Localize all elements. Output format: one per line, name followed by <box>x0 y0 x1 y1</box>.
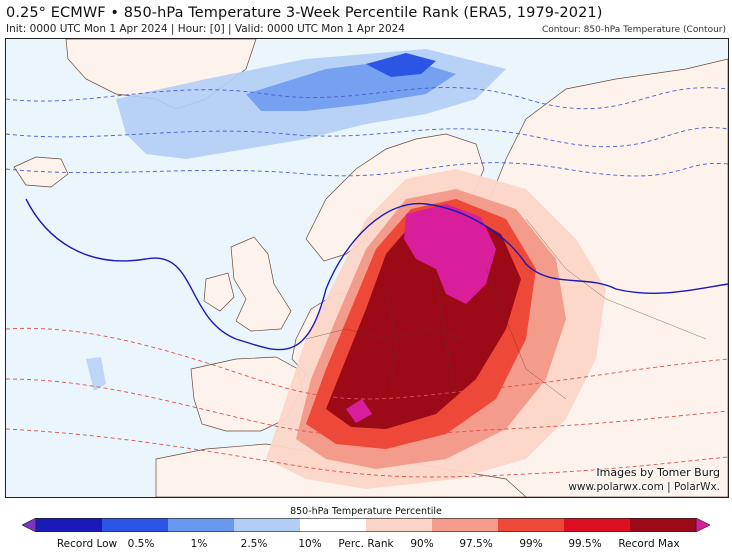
warm-contours <box>6 327 728 478</box>
init-valid-line: Init: 0000 UTC Mon 1 Apr 2024 | Hour: [0… <box>6 23 405 35</box>
credit-line-author: Images by Tomer Burg <box>596 466 720 479</box>
cold-contour-1 <box>6 87 728 110</box>
warm-contour-3 <box>6 428 728 478</box>
legend-label: Perc. Rank <box>338 538 394 550</box>
border-line-4 <box>485 268 567 400</box>
legend-title: 850-hPa Temperature Percentile <box>290 506 442 517</box>
percentile-colorbar <box>22 518 710 532</box>
legend-label: 99% <box>519 538 543 550</box>
colorbar-segment <box>498 518 565 532</box>
colorbar-segment <box>234 518 301 532</box>
colorbar-outline <box>35 518 697 532</box>
colorbar-segment <box>432 518 499 532</box>
zero-degree-contour <box>25 198 728 351</box>
record-max-area <box>404 204 496 304</box>
colorbar-segment <box>300 518 367 532</box>
cold-anomaly-shading <box>86 49 506 391</box>
legend-label: 99.5% <box>568 538 602 550</box>
border-line-1 <box>305 328 467 340</box>
colorbar-segment <box>102 518 169 532</box>
legend-label: 10% <box>298 538 322 550</box>
colorbar-segment <box>366 518 433 532</box>
legend-label: Record Max <box>618 538 680 550</box>
cold-area-iberia <box>86 357 106 391</box>
contour-note: Contour: 850-hPa Temperature (Contour) <box>541 25 726 35</box>
ireland-land <box>203 272 235 312</box>
map-title: 0.25° ECMWF • 850-hPa Temperature 3-Week… <box>6 5 603 21</box>
legend-label: 1% <box>190 538 208 550</box>
colorbar-segment <box>36 518 103 532</box>
british-isles-land <box>230 236 292 332</box>
legend-label: 97.5% <box>459 538 493 550</box>
border-line-2 <box>385 288 397 390</box>
legend-label: 0.5% <box>127 538 155 550</box>
colorbar-segment <box>168 518 235 532</box>
credit-line-website: www.polarwx.com | PolarWx. <box>568 481 720 493</box>
record-max-spot <box>346 399 372 423</box>
colorbar-segment <box>564 518 631 532</box>
legend-label: 90% <box>410 538 434 550</box>
borders <box>305 218 707 400</box>
colorbar-record-low-extension <box>22 518 37 532</box>
cold-contour-3 <box>6 162 728 177</box>
legend-label: Record Low <box>56 538 118 550</box>
border-line-3 <box>435 278 457 400</box>
cold-contours <box>6 87 728 177</box>
warm-anomaly-shading <box>266 169 606 489</box>
map-panel <box>5 38 729 498</box>
colorbar-record-max-extension <box>695 518 710 532</box>
europe-percentile-map <box>6 39 728 497</box>
colorbar-segment <box>630 518 697 532</box>
legend-label: 2.5% <box>240 538 268 550</box>
warm-contour-2 <box>6 378 728 437</box>
cold-contour-2 <box>6 127 728 148</box>
cold-area-strong <box>366 53 436 77</box>
border-line-5 <box>525 218 707 340</box>
